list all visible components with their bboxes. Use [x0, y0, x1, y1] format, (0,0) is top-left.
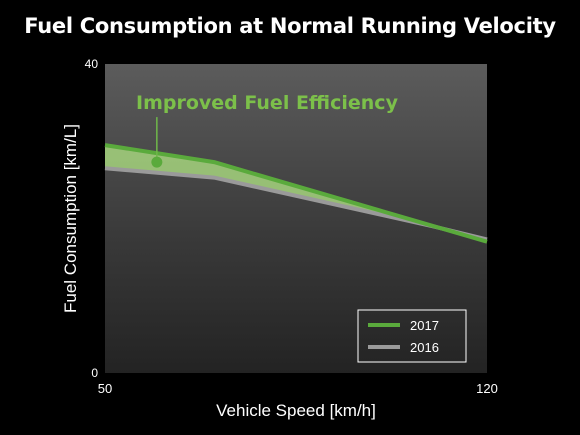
chart-title: Fuel Consumption at Normal Running Veloc…	[24, 14, 556, 38]
y-tick-label: 40	[85, 57, 99, 71]
improvement-band	[105, 145, 487, 242]
legend: 2017 2016	[357, 309, 467, 363]
y-axis-label: Fuel Consumption [km/L]	[61, 124, 80, 313]
x-tick-label: 50	[98, 381, 112, 396]
series-line-2017	[104, 143, 488, 244]
x-tick-label: 120	[476, 381, 498, 396]
plot-area	[105, 64, 487, 373]
x-axis-label: Vehicle Speed [km/h]	[216, 401, 376, 420]
annotation-label: Improved Fuel Efficiency	[136, 92, 399, 114]
legend-label-2017: 2017	[410, 318, 439, 333]
y-tick-label: 0	[91, 366, 98, 380]
legend-box	[357, 309, 467, 363]
annotation-marker	[151, 156, 163, 168]
legend-label-2016: 2016	[410, 340, 439, 355]
